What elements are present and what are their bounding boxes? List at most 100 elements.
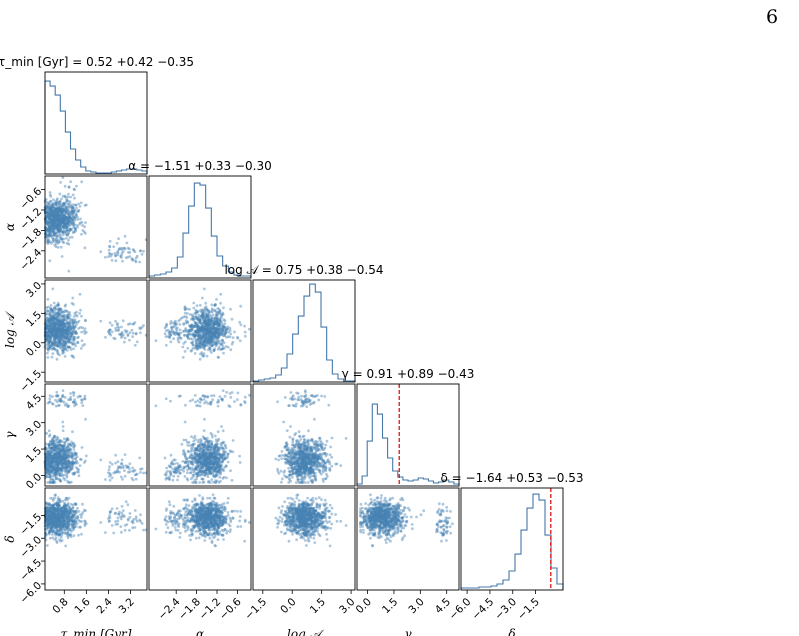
sample-point <box>51 328 55 331</box>
sample-point <box>126 246 130 250</box>
sample-point <box>193 434 197 438</box>
sample-point <box>48 475 52 479</box>
sample-point <box>54 207 58 211</box>
sample-point <box>197 444 201 447</box>
sample-point <box>51 223 54 226</box>
sample-point <box>55 212 59 216</box>
sample-point <box>182 470 186 473</box>
sample-point <box>64 216 68 220</box>
sample-point <box>192 306 196 310</box>
sample-point <box>50 229 54 233</box>
sample-point <box>182 465 186 469</box>
sample-point <box>48 218 51 221</box>
sample-point <box>62 208 66 211</box>
sample-point <box>52 210 56 214</box>
sample-point <box>72 211 75 214</box>
sample-point <box>222 351 225 355</box>
sample-point <box>57 240 61 244</box>
sample-point <box>56 225 60 229</box>
sample-point <box>72 472 76 476</box>
sample-point <box>63 222 66 226</box>
sample-point <box>55 357 59 361</box>
sample-point <box>82 329 86 333</box>
sample-point <box>54 208 58 212</box>
sample-point <box>178 323 182 326</box>
sample-point <box>46 309 50 313</box>
sample-point <box>172 470 176 474</box>
sample-point <box>99 458 103 462</box>
sample-point <box>63 213 66 217</box>
sample-point <box>62 219 65 223</box>
sample-point <box>45 228 49 232</box>
sample-point <box>50 218 54 222</box>
sample-point <box>54 211 58 215</box>
sample-point <box>58 225 61 229</box>
sample-point <box>210 435 214 439</box>
sample-point <box>190 468 194 472</box>
sample-point <box>67 438 70 442</box>
sample-point <box>52 205 56 209</box>
sample-point <box>210 394 214 398</box>
sample-point <box>63 224 66 228</box>
sample-point <box>73 218 77 222</box>
sample-point <box>59 245 63 249</box>
sample-point <box>222 334 226 338</box>
sample-point <box>62 437 66 441</box>
sample-point <box>61 429 65 432</box>
sample-point <box>62 227 66 231</box>
sample-point <box>75 459 78 463</box>
sample-point <box>75 314 79 318</box>
sample-point <box>66 220 69 224</box>
sample-point <box>60 255 64 258</box>
sample-point <box>66 450 70 454</box>
sample-point <box>53 227 56 231</box>
sample-point <box>64 208 68 212</box>
sample-point <box>74 228 77 232</box>
sample-point <box>216 430 220 434</box>
sample-point <box>82 230 86 234</box>
sample-point <box>230 479 234 482</box>
sample-point <box>70 209 73 212</box>
sample-point <box>50 217 54 221</box>
sample-point <box>54 217 58 221</box>
sample-point <box>67 336 71 340</box>
sample-point <box>108 478 112 482</box>
sample-point <box>165 322 169 326</box>
sample-point <box>225 335 228 339</box>
sample-point <box>173 462 177 466</box>
sample-point <box>61 225 64 229</box>
sample-point <box>47 205 51 208</box>
sample-point <box>53 229 56 233</box>
sample-point <box>226 460 230 464</box>
sample-point <box>120 458 124 462</box>
sample-point <box>58 235 62 239</box>
sample-point <box>200 440 203 443</box>
sample-point <box>67 212 70 216</box>
sample-point <box>229 307 232 311</box>
sample-point <box>113 470 117 474</box>
sample-point <box>196 325 200 329</box>
sample-point <box>107 468 111 471</box>
sample-point <box>62 225 65 228</box>
sample-point <box>56 219 60 223</box>
sample-point <box>215 319 219 322</box>
sample-point <box>217 470 221 473</box>
sample-point <box>65 241 69 245</box>
sample-point <box>68 216 72 220</box>
sample-point <box>74 452 78 456</box>
sample-point <box>163 326 167 330</box>
sample-point <box>73 444 77 447</box>
sample-point <box>194 481 198 484</box>
sample-point <box>61 214 65 218</box>
sample-point <box>295 391 299 395</box>
panel-logA-logA: log 𝒜 = 0.75 +0.38 −0.54 <box>224 263 384 383</box>
sample-point <box>66 233 69 237</box>
sample-point <box>210 442 214 445</box>
sample-point <box>190 333 193 337</box>
sample-point <box>69 217 73 220</box>
sample-point <box>63 213 67 217</box>
sample-point <box>193 394 197 397</box>
sample-point <box>65 402 68 406</box>
sample-point <box>66 444 70 447</box>
sample-point <box>119 246 123 250</box>
